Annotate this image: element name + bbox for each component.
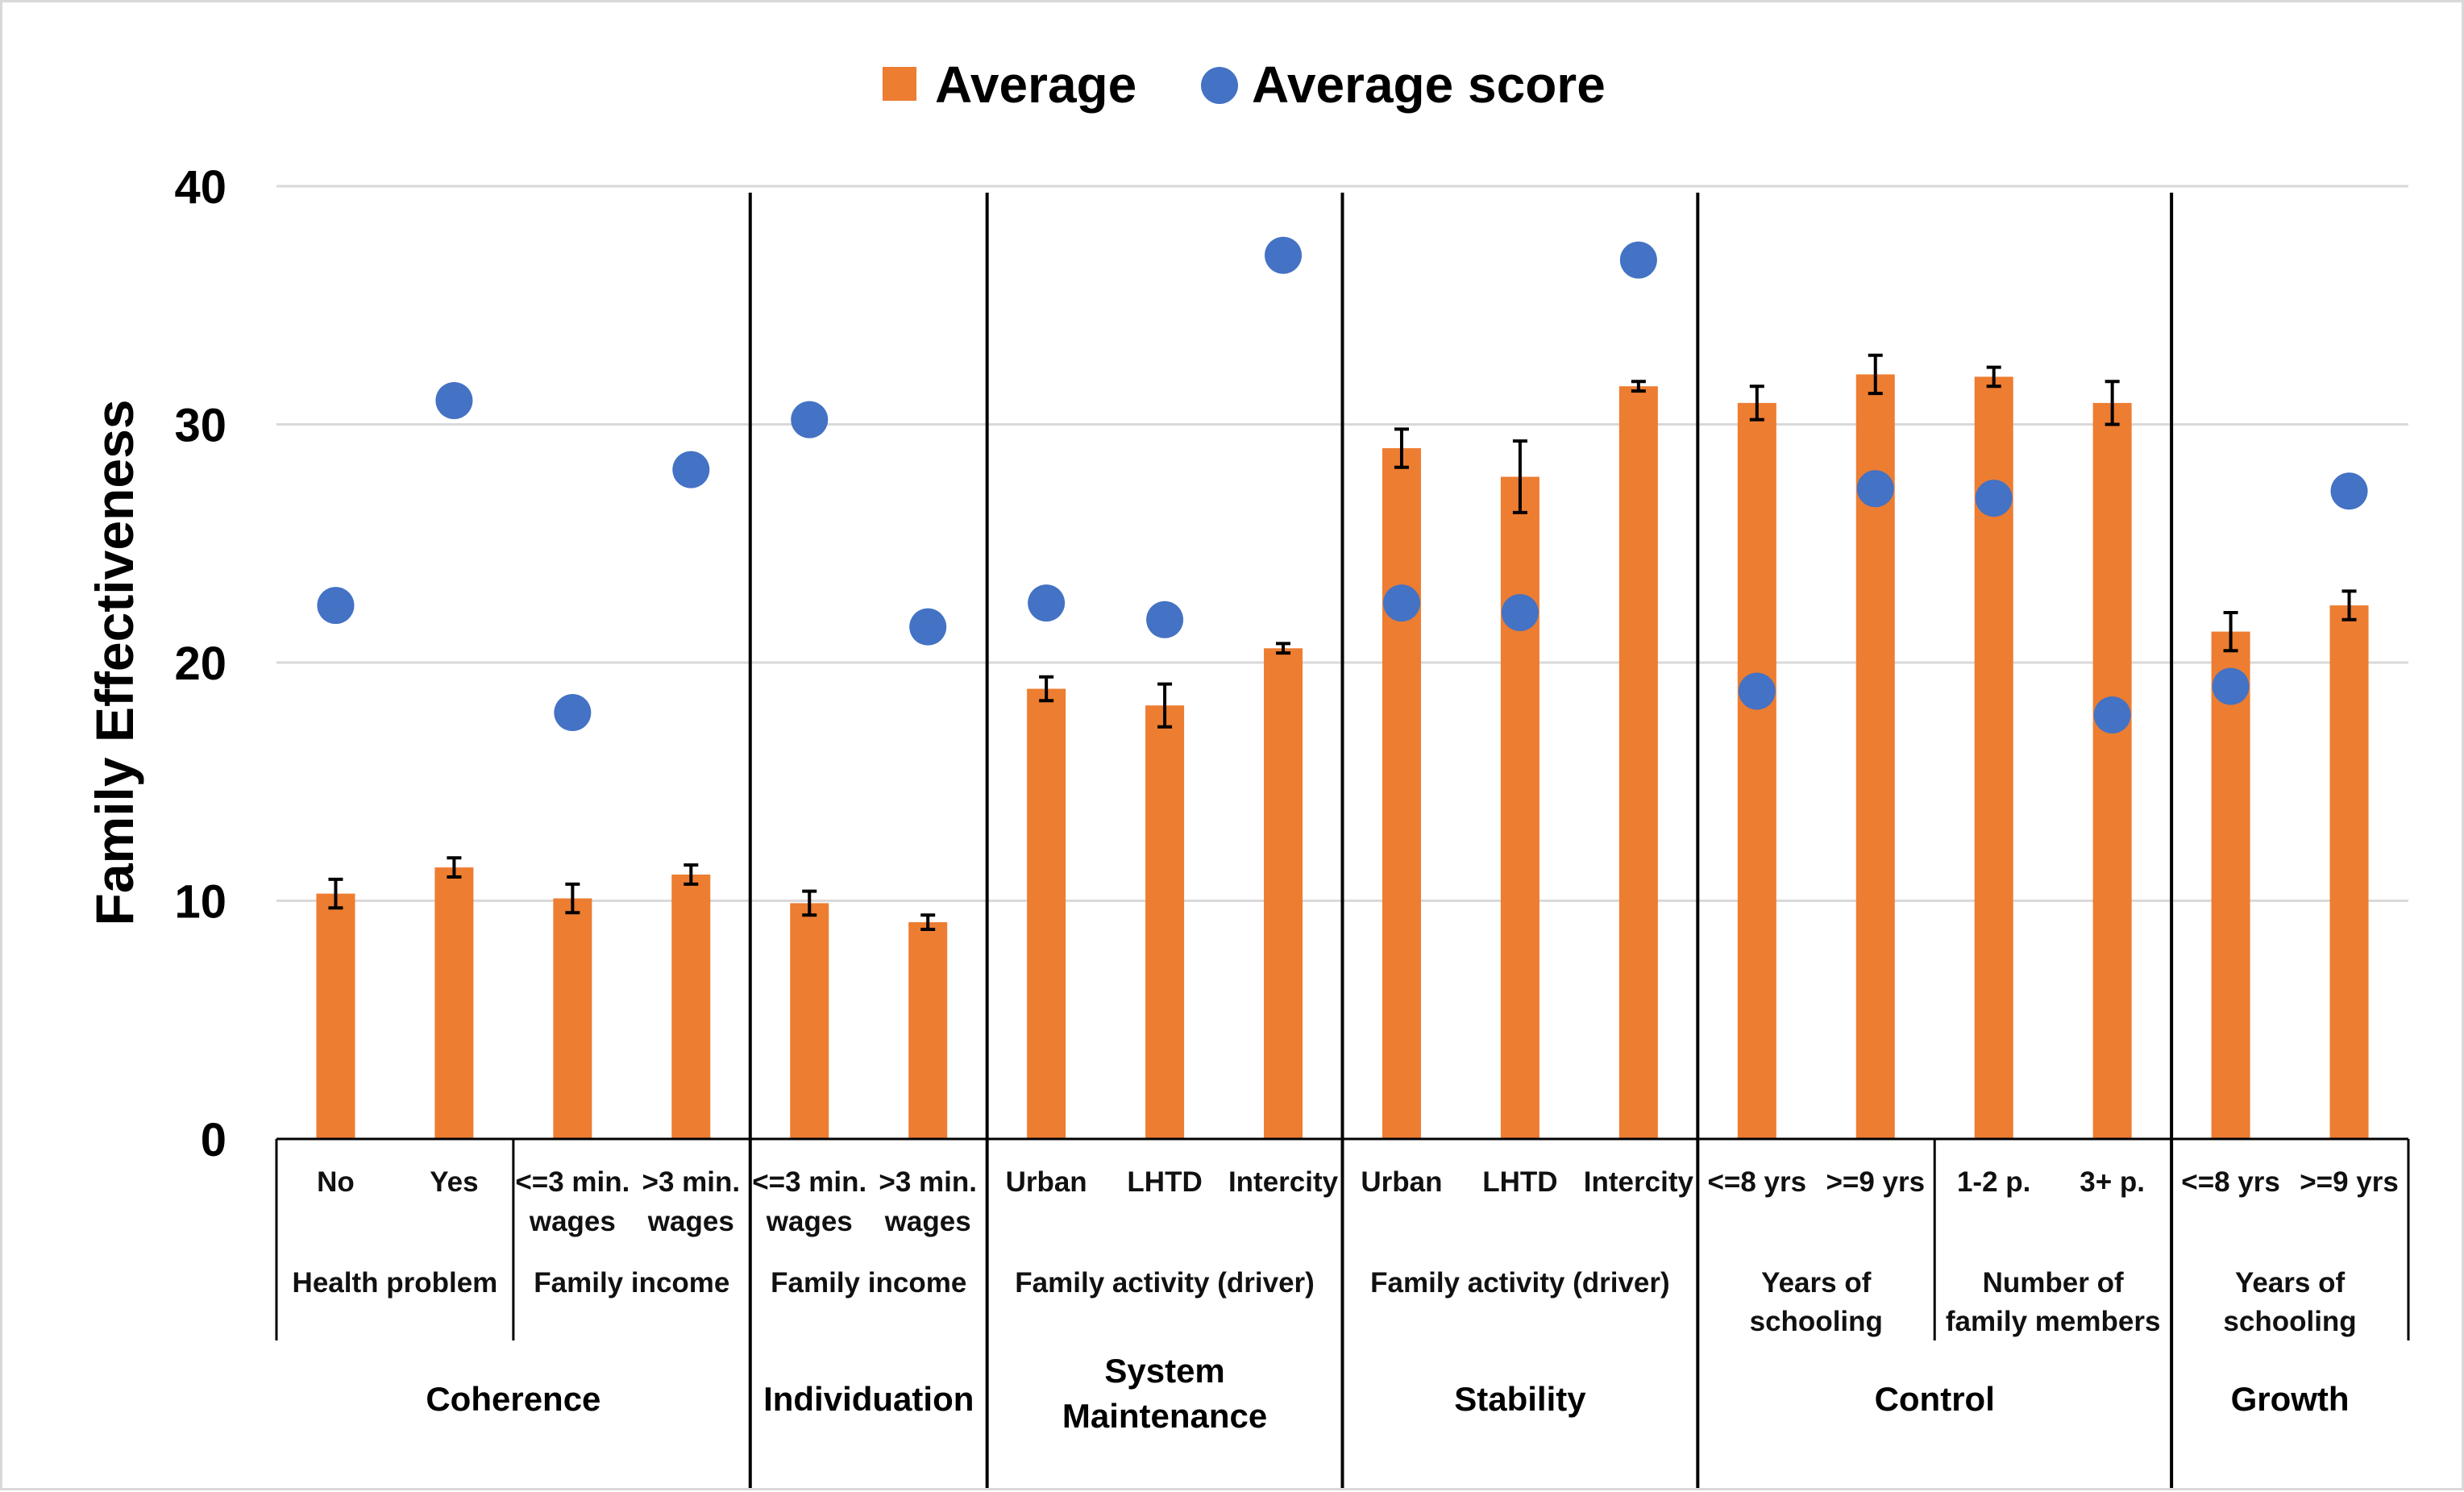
bar-average <box>1145 705 1185 1139</box>
x-tick-label: 1-2 p. <box>1957 1166 2030 1198</box>
subgroup-label: Family activity (driver) <box>1015 1267 1315 1299</box>
bar-average <box>553 898 592 1139</box>
point-average-score <box>554 694 592 732</box>
dimension-label: System <box>1104 1352 1224 1390</box>
legend-swatch-average-score <box>1201 67 1238 104</box>
x-tick-label: 3+ p. <box>2080 1166 2145 1198</box>
dimension-label: Stability <box>1454 1380 1586 1418</box>
point-average-score <box>1856 470 1894 508</box>
dimension-label: Individuation <box>763 1380 974 1418</box>
subgroup-label: schooling <box>2223 1306 2356 1337</box>
bar-average <box>1500 476 1539 1139</box>
x-tick-label: LHTD <box>1127 1166 1202 1198</box>
x-tick-label: Yes <box>430 1166 478 1198</box>
bar-average <box>1382 448 1421 1139</box>
legend-label-average-score: Average score <box>1252 56 1606 114</box>
y-axis-label: Family Effectiveness <box>85 400 144 926</box>
bar-average <box>1027 688 1066 1139</box>
x-tick-label: Urban <box>1006 1166 1087 1198</box>
point-average-score <box>1265 236 1303 274</box>
x-tick-label: wages <box>529 1206 616 1237</box>
x-tick-label: <=8 yrs <box>2181 1166 2280 1198</box>
x-tick-label: wages <box>647 1206 734 1237</box>
x-tick-label: <=8 yrs <box>1707 1166 1806 1198</box>
subgroup-label: Family activity (driver) <box>1370 1267 1670 1299</box>
subgroup-label: family members <box>1946 1306 2161 1337</box>
subgroup-label: Years of <box>2235 1267 2346 1299</box>
subgroup-label: schooling <box>1750 1306 1883 1337</box>
point-average-score <box>435 381 473 419</box>
bar-average <box>1264 648 1303 1139</box>
point-average-score <box>2330 472 2368 510</box>
point-average-score <box>1501 593 1539 631</box>
bar-average <box>2092 402 2132 1139</box>
subgroup-label: Health problem <box>293 1267 498 1299</box>
point-average-score <box>1738 672 1776 710</box>
x-tick-label: <=3 min. <box>515 1166 630 1198</box>
subgroup-label: Family income <box>534 1267 729 1299</box>
point-average-score <box>791 401 829 438</box>
y-tick-label: 0 <box>201 1114 226 1166</box>
point-average-score <box>2212 667 2250 705</box>
x-tick-label: >=9 yrs <box>2300 1166 2399 1198</box>
bar-average <box>908 922 948 1139</box>
point-average-score <box>672 451 710 488</box>
subgroup-label: Family income <box>771 1267 966 1299</box>
subgroup-label: Number of <box>1983 1267 2124 1299</box>
point-average-score <box>1146 601 1184 638</box>
x-tick-label: Intercity <box>1584 1166 1694 1198</box>
x-tick-label: wages <box>884 1206 971 1237</box>
x-tick-label: >=9 yrs <box>1826 1166 1925 1198</box>
point-average-score <box>317 587 355 625</box>
point-average-score <box>909 608 947 646</box>
x-tick-label: wages <box>766 1206 853 1237</box>
y-tick-label: 20 <box>174 638 226 690</box>
bar-average <box>790 903 829 1139</box>
x-tick-label: No <box>317 1166 355 1198</box>
dimension-label: Growth <box>2231 1380 2350 1418</box>
x-tick-label: LHTD <box>1482 1166 1557 1198</box>
bar-average <box>434 867 474 1139</box>
point-average-score <box>1382 584 1420 622</box>
legend-label-average: Average <box>935 56 1136 114</box>
dimension-label: Maintenance <box>1062 1397 1267 1435</box>
bar-average <box>2211 631 2250 1139</box>
bar-average <box>671 874 711 1139</box>
x-tick-label: Urban <box>1361 1166 1442 1198</box>
y-tick-label: 40 <box>174 161 226 214</box>
x-tick-label: >3 min. <box>642 1166 741 1198</box>
subgroup-label: Years of <box>1761 1267 1872 1299</box>
bar-average <box>1737 402 1776 1139</box>
y-tick-label: 10 <box>174 876 226 929</box>
point-average-score <box>1619 241 1657 279</box>
x-tick-label: Intercity <box>1228 1166 1339 1198</box>
dimension-label: Coherence <box>426 1380 600 1418</box>
x-tick-label: <=3 min. <box>752 1166 866 1198</box>
point-average-score <box>1975 480 2013 517</box>
legend-swatch-average <box>883 67 916 101</box>
bar-average <box>1618 386 1658 1140</box>
dimension-label: Control <box>1875 1380 1995 1418</box>
point-average-score <box>1028 584 1066 622</box>
y-tick-label: 30 <box>174 400 226 452</box>
point-average-score <box>2093 696 2131 734</box>
bar-average <box>316 893 355 1139</box>
bar-average <box>2329 605 2369 1139</box>
x-tick-label: >3 min. <box>879 1166 977 1198</box>
